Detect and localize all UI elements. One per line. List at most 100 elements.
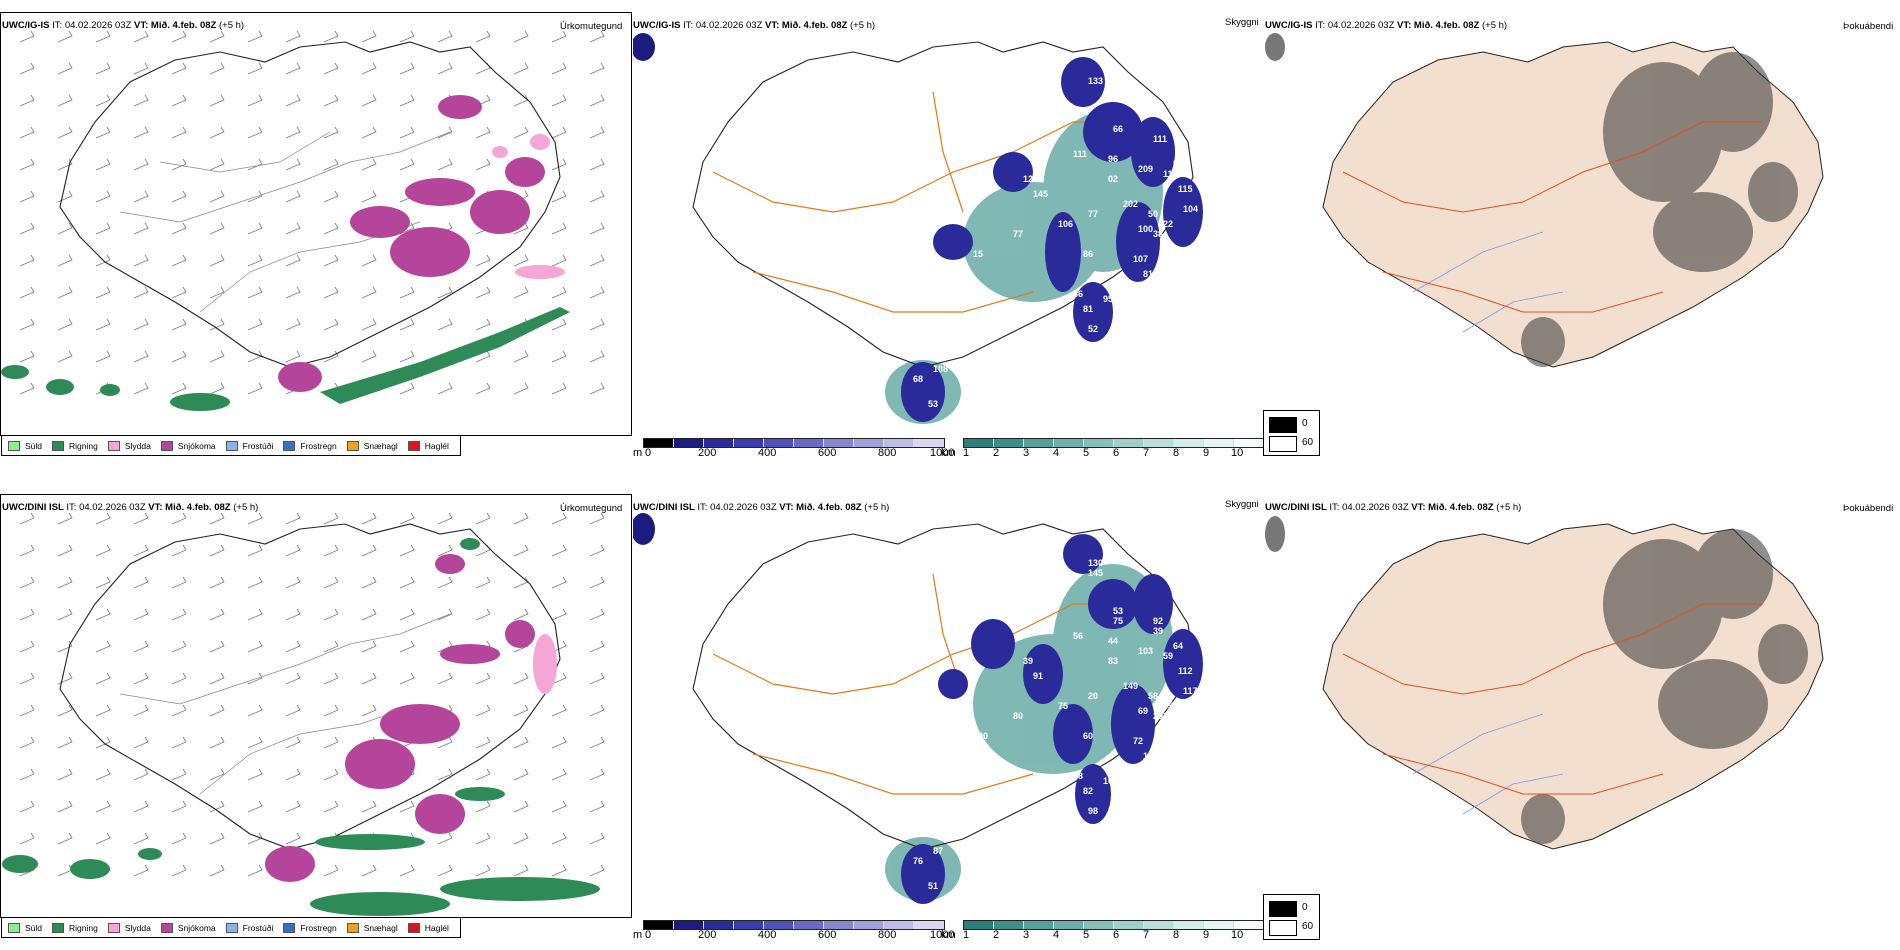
- wind-barb: [247, 800, 263, 813]
- wind-barb: [361, 318, 377, 331]
- wind-barb: [323, 222, 339, 235]
- wind-barb: [133, 544, 149, 557]
- cloud-base-value: 118: [1163, 169, 1178, 179]
- wind-barb: [589, 704, 605, 717]
- wind-barb: [19, 318, 35, 331]
- cloud-base-value: 100: [1138, 224, 1153, 234]
- wind-barb: [209, 608, 225, 621]
- wind-barb: [589, 382, 605, 395]
- wind-barb: [209, 640, 225, 653]
- wind-barb: [95, 30, 111, 43]
- cloud-base-value: 108: [933, 364, 948, 374]
- wind-barb: [209, 672, 225, 685]
- wind-barb: [513, 576, 529, 589]
- wind-barb: [133, 158, 149, 171]
- wind-barb: [247, 30, 263, 43]
- wind-barb: [19, 640, 35, 653]
- wind-barb: [95, 832, 111, 845]
- cloud-base-value: 51: [928, 881, 938, 891]
- wind-barb: [95, 222, 111, 235]
- cloud-panel-row2: UWC/DINI ISL IT: 04.02.2026 03Z VT: Mið.…: [633, 494, 1265, 944]
- wind-barb: [209, 864, 225, 877]
- wind-barb: [133, 286, 149, 299]
- wind-barb: [551, 286, 567, 299]
- header: UWC/IG-IS IT: 04.02.2026 03Z VT: Mið. 4.…: [1265, 20, 1508, 31]
- wind-barb: [513, 94, 529, 107]
- wind-barb: [285, 158, 301, 171]
- wind-barb: [171, 672, 187, 685]
- wind-barb: [437, 512, 453, 525]
- wind-barb: [285, 190, 301, 203]
- wind-barb: [589, 768, 605, 781]
- cloud-base-value: 66: [1113, 124, 1123, 134]
- wind-barb: [57, 672, 73, 685]
- wind-barb: [475, 30, 491, 43]
- wind-barb: [247, 382, 263, 395]
- wind-barb: [437, 158, 453, 171]
- wind-barb: [437, 672, 453, 685]
- cloud-base-value: 68: [913, 374, 923, 384]
- wind-barb: [589, 512, 605, 525]
- wind-barb: [95, 318, 111, 331]
- wind-barb: [171, 736, 187, 749]
- wind-barb: [513, 382, 529, 395]
- wind-barb: [399, 576, 415, 589]
- wind-barb: [323, 62, 339, 75]
- precip-map: [1, 30, 605, 411]
- wind-barb: [551, 576, 567, 589]
- wind-barb: [171, 576, 187, 589]
- visibility-scale: [963, 920, 1265, 930]
- wind-barb: [247, 704, 263, 717]
- wind-barb: [95, 704, 111, 717]
- cloud-base-value: 14: [1143, 751, 1153, 761]
- wind-barb: [57, 30, 73, 43]
- wind-barb: [133, 318, 149, 331]
- fog-shading: [1521, 529, 1808, 844]
- wind-barb: [171, 30, 187, 43]
- wind-barb: [437, 30, 453, 43]
- wind-barb: [57, 318, 73, 331]
- wind-barb: [171, 704, 187, 717]
- wind-barb: [361, 800, 377, 813]
- iceland-coastline: [692, 41, 1194, 368]
- wind-barb: [551, 30, 567, 43]
- wind-barb: [285, 576, 301, 589]
- wind-barb: [513, 254, 529, 267]
- wind-barb: [475, 512, 491, 525]
- wind-barb: [361, 254, 377, 267]
- wind-barb: [513, 768, 529, 781]
- wind-barb: [133, 62, 149, 75]
- header: UWC/DINI ISL IT: 04.02.2026 03Z VT: Mið.…: [2, 502, 259, 513]
- wind-barb: [475, 800, 491, 813]
- wind-barb: [57, 350, 73, 363]
- wind-barb: [209, 382, 225, 395]
- wind-barb: [589, 576, 605, 589]
- wind-barb: [437, 126, 453, 139]
- wind-barb: [589, 672, 605, 685]
- cloud-base-value: 105: [1103, 776, 1118, 786]
- cloud-base-value: 64: [1173, 641, 1183, 651]
- legend-item: Rigning: [52, 440, 98, 451]
- wind-barb: [475, 704, 491, 717]
- wind-barb: [551, 512, 567, 525]
- cloud-base-value: 44: [1108, 636, 1118, 646]
- wind-barb: [57, 864, 73, 877]
- cloud-base-areas: [901, 57, 1203, 422]
- cloud-base-value: 58: [1148, 691, 1158, 701]
- cloud-base-value: 135: [1153, 274, 1168, 284]
- wind-barb: [437, 382, 453, 395]
- wind-barb: [323, 190, 339, 203]
- wind-barb: [247, 254, 263, 267]
- wind-barb: [589, 62, 605, 75]
- wind-barb: [95, 126, 111, 139]
- cloud-base-value: 65: [1153, 756, 1163, 766]
- cloud-base-value: 112: [1178, 666, 1193, 676]
- precip-panel-row2: UWC/DINI ISL IT: 04.02.2026 03Z VT: Mið.…: [0, 494, 633, 944]
- wind-barb: [95, 640, 111, 653]
- wind-barb: [399, 318, 415, 331]
- wind-barb: [323, 254, 339, 267]
- cloud-base-value: 209: [1138, 164, 1153, 174]
- model-name: UWC/IG-IS: [2, 20, 50, 31]
- wind-barb: [285, 222, 301, 235]
- wind-barb: [247, 544, 263, 557]
